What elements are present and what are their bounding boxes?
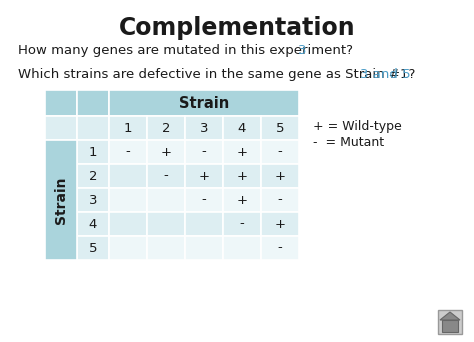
Bar [261,164,299,188]
Text: Strain: Strain [54,176,68,224]
Text: Strain: Strain [179,95,229,110]
Bar [261,140,299,164]
Text: -: - [278,241,283,254]
Text: +: + [274,218,285,231]
Text: -: - [278,194,283,207]
Text: 2: 2 [162,121,170,134]
Bar [109,90,299,116]
Text: +: + [237,145,247,158]
Bar [185,236,223,260]
Bar [223,236,261,260]
Bar [147,212,185,236]
Bar [261,116,299,140]
Text: 5: 5 [89,241,97,254]
Bar [109,212,147,236]
Bar [185,188,223,212]
Bar [223,140,261,164]
Bar [185,140,223,164]
Bar [77,164,109,188]
Bar [147,116,185,140]
Bar [109,188,147,212]
Bar [45,90,77,116]
Bar [45,116,77,140]
Bar [109,140,147,164]
Text: 4: 4 [238,121,246,134]
Bar [442,320,458,332]
Polygon shape [440,312,460,320]
Bar [77,212,109,236]
Text: 3: 3 [298,44,307,57]
Bar [77,188,109,212]
Text: 2: 2 [89,170,97,183]
Bar [77,236,109,260]
Bar [185,164,223,188]
Text: Which strains are defective in the same gene as Strain #1?: Which strains are defective in the same … [18,68,415,81]
Bar [109,164,147,188]
Text: + = Wild-type: + = Wild-type [313,120,402,133]
Bar [77,116,109,140]
Text: How many genes are mutated in this experiment?: How many genes are mutated in this exper… [18,44,353,57]
Text: 3 and 5: 3 and 5 [360,68,410,81]
Text: 1: 1 [124,121,132,134]
Bar [147,188,185,212]
Bar [45,140,77,260]
Bar [223,188,261,212]
Text: +: + [161,145,172,158]
Text: 4: 4 [89,218,97,231]
Bar [223,212,261,236]
Text: 3: 3 [200,121,208,134]
Text: -: - [201,145,206,158]
Text: Complementation: Complementation [118,16,356,40]
Bar [147,164,185,188]
Text: +: + [237,170,247,183]
Text: 3: 3 [89,194,97,207]
Bar [185,116,223,140]
Bar [147,236,185,260]
Bar [223,116,261,140]
Bar [223,164,261,188]
Bar [77,140,109,164]
Text: -: - [240,218,245,231]
Text: -: - [201,194,206,207]
Text: -: - [278,145,283,158]
Text: -: - [126,145,130,158]
Bar [77,90,109,116]
Text: +: + [199,170,210,183]
Text: -  = Mutant: - = Mutant [313,136,384,149]
Bar [185,212,223,236]
Text: 1: 1 [89,145,97,158]
Text: +: + [274,170,285,183]
Bar [147,140,185,164]
Bar [109,236,147,260]
Bar [261,236,299,260]
Bar [261,212,299,236]
Text: +: + [237,194,247,207]
Bar [109,116,147,140]
Text: 5: 5 [276,121,284,134]
Bar [261,188,299,212]
Bar [438,310,462,334]
Text: -: - [164,170,168,183]
